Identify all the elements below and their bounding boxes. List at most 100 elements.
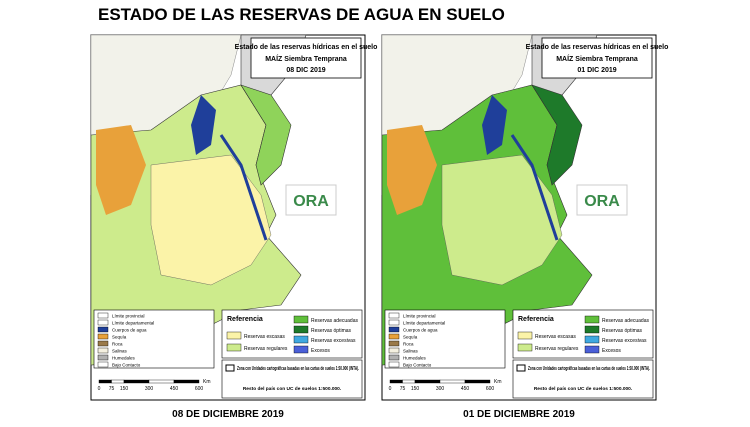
scale-label: 0: [98, 386, 101, 392]
map-caption: 08 DE DICIEMBRE 2019: [172, 409, 284, 420]
legend-left-box: [93, 309, 215, 369]
legend-swatch: [584, 335, 600, 344]
legend-label: Roca: [112, 342, 123, 347]
map-panel: Estado de las reservas hídricas en el su…: [90, 34, 377, 401]
legend-label: Reservas adecuadas: [602, 318, 649, 324]
river: [219, 134, 268, 241]
legend-swatch: [97, 340, 109, 347]
scale-label: 150: [411, 386, 420, 392]
date-box-date: 08 DIC 2019: [286, 67, 325, 74]
note-line: Zona con Unidades cartográficas basadas …: [237, 366, 359, 372]
wetland: [191, 95, 216, 155]
legend-label: Salinas: [112, 349, 128, 354]
legend: Límite provincial Límite departamental Cue…: [384, 309, 654, 399]
scale-label: 300: [436, 386, 445, 392]
legend-title: Referencia: [227, 316, 263, 323]
legend-label: Roca: [403, 342, 414, 347]
legend-label: Sequía: [403, 335, 418, 340]
legend-swatch: [97, 319, 109, 326]
legend-label: Reservas óptimas: [602, 328, 643, 334]
scale-label: 0: [389, 386, 392, 392]
scale-unit: Km: [494, 379, 502, 385]
legend-label: Límite departamental: [403, 321, 445, 326]
note-box: [512, 359, 654, 399]
legend-ref-box: [512, 309, 654, 359]
scale-segment: [389, 379, 403, 384]
legend-swatch: [97, 347, 109, 354]
legend-swatch: [97, 361, 109, 368]
note-swatch: [516, 364, 526, 372]
rest-text: Resto del país con UC de suelos 1:500.00…: [243, 386, 341, 392]
legend-swatch: [584, 345, 600, 354]
page-title: ESTADO DE LAS RESERVAS DE AGUA EN SUELO: [98, 5, 505, 24]
legend-label: Reservas regulares: [535, 346, 579, 352]
scale-label: 300: [145, 386, 154, 392]
legend-label: Excesos: [311, 348, 330, 354]
legend-swatch: [584, 315, 600, 324]
mesopotamia: [240, 84, 292, 186]
legend-swatch: [388, 312, 400, 319]
legend-label: Bajo Contacto: [112, 363, 141, 368]
legend-swatch: [97, 333, 109, 340]
scale-label: 75: [109, 386, 115, 392]
legend-swatch: [97, 312, 109, 319]
legend-label: Reservas excesivas: [602, 338, 647, 344]
legend-label: Reservas escasas: [244, 334, 285, 340]
legend-swatch: [388, 333, 400, 340]
legend: Límite provincial Límite departamental Cue…: [93, 309, 363, 399]
date-box-date: 01 DIC 2019: [577, 67, 616, 74]
legend-label: Límite provincial: [403, 314, 436, 319]
legend-label: Límite departamental: [112, 321, 154, 326]
legend-swatch: [584, 325, 600, 334]
scale-label: 150: [120, 386, 129, 392]
date-box: [250, 37, 362, 79]
legend-title: Referencia: [518, 316, 554, 323]
note-box: [221, 359, 363, 399]
legend-label: Cuerpos de agua: [112, 328, 147, 333]
scale-label: 450: [170, 386, 179, 392]
note-line: Zona con Unidades cartográficas basadas …: [528, 366, 650, 372]
legend-swatch: [388, 340, 400, 347]
scale-segment: [123, 379, 150, 384]
note-text: Zona con Unidades cartográficas basadas …: [237, 366, 359, 372]
legend-swatch: [293, 345, 309, 354]
legend-label: Reservas óptimas: [311, 328, 352, 334]
legend-swatch: [97, 354, 109, 361]
legend-swatch: [293, 325, 309, 334]
drought: [387, 125, 437, 215]
legend-label: Límite provincial: [112, 314, 145, 319]
note-text: Zona con Unidades cartográficas basadas …: [528, 366, 650, 372]
logo-box: [576, 184, 628, 216]
map-caption: 01 DE DICIEMBRE 2019: [463, 409, 575, 420]
legend-label: Excesos: [602, 348, 621, 354]
legend-swatch: [388, 326, 400, 333]
scale-segment: [98, 379, 112, 384]
date-box-crop: MAÍZ Siembra Temprana: [556, 54, 638, 63]
legend-swatch: [517, 343, 533, 352]
legend-swatch: [293, 335, 309, 344]
legend-label: Humedales: [112, 356, 136, 361]
scale-label: 600: [195, 386, 204, 392]
scale-segment: [464, 379, 491, 384]
scale-unit: Km: [203, 379, 211, 385]
date-box-title: Estado de las reservas hídricas en el su…: [526, 44, 669, 51]
legend-label: Reservas regulares: [244, 346, 288, 352]
legend-label: Bajo Contacto: [403, 363, 432, 368]
legend-label: Cuerpos de agua: [403, 328, 438, 333]
legend-left-box: [384, 309, 506, 369]
legend-swatch: [97, 326, 109, 333]
legend-label: Humedales: [403, 356, 427, 361]
legend-swatch: [226, 331, 242, 340]
wetland: [482, 95, 507, 155]
scale-label: 75: [400, 386, 406, 392]
legend-swatch: [388, 354, 400, 361]
date-box: [541, 37, 653, 79]
legend-swatch: [226, 343, 242, 352]
scale-label: 600: [486, 386, 495, 392]
rest-text: Resto del país con UC de suelos 1:500.00…: [534, 386, 632, 392]
scale-segment: [414, 379, 441, 384]
note-swatch: [225, 364, 235, 372]
legend-label: Reservas escasas: [535, 334, 576, 340]
